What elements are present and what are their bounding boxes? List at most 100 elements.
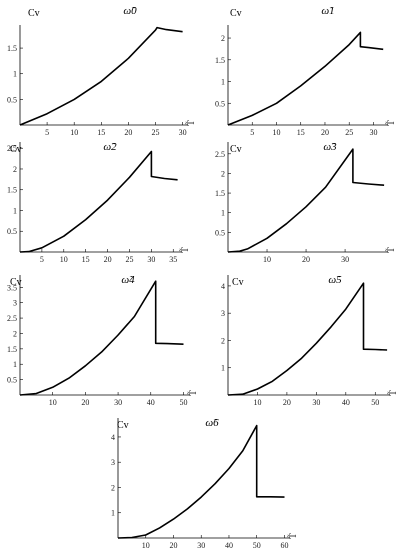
x-tick-label: 15 [297, 128, 305, 137]
x-tick-label: 25 [151, 128, 159, 137]
series-line-0 [227, 148, 385, 253]
y-tick-label: 2 [221, 169, 225, 178]
y-tick-label: 1.5 [215, 56, 225, 65]
y-axis-label: Cv [28, 8, 40, 19]
chart-panel-6: 10 20 30 40 50 60 1 2 3 4 ω̃6 Cv T̃ [111, 417, 298, 550]
panel-title: ω̃4 [121, 274, 135, 286]
y-tick-label: 0.5 [215, 228, 225, 237]
x-tick-label: 20 [283, 398, 291, 407]
x-axis-label: T̃ [188, 390, 198, 396]
x-axis-label: T̃ [386, 120, 396, 126]
y-tick-label: 2.5 [7, 144, 17, 153]
x-axis-label: T̃ [288, 533, 298, 539]
y-axis-label: Cv [10, 277, 22, 288]
y-tick-label: 0.5 [215, 99, 225, 108]
x-tick-label: 50 [179, 398, 187, 407]
y-tick-label: 2 [221, 336, 225, 345]
y-axis-label: Cv [232, 277, 244, 288]
panel-title: ω̃5 [328, 274, 342, 286]
x-tick-label: 10 [253, 398, 261, 407]
x-tick-label: 20 [169, 541, 177, 550]
y-tick-label: 1.5 [215, 189, 225, 198]
x-tick-label: 30 [147, 255, 155, 264]
y-tick-label: 3.5 [7, 283, 17, 292]
x-tick-label: 10 [142, 541, 150, 550]
y-tick-label: 1 [221, 209, 225, 218]
y-tick-label: 2 [221, 34, 225, 43]
series-line-0 [19, 280, 184, 396]
series-line-0 [19, 26, 183, 126]
x-tick-label: 40 [342, 398, 350, 407]
x-axis-label: T̃ [386, 247, 396, 253]
x-tick-label: 35 [169, 255, 177, 264]
x-tick-label: 30 [312, 398, 320, 407]
y-tick-label: 0.5 [7, 227, 17, 236]
panel-title: ω̃3 [323, 141, 337, 153]
y-tick-label: 0.5 [7, 95, 17, 104]
chart-panel-5: 10 20 30 40 50 1 2 3 4 ω̃5 Cv T̃ [221, 274, 398, 407]
x-tick-label: 50 [253, 541, 261, 550]
x-tick-label: 10 [263, 255, 271, 264]
x-tick-label: 10 [272, 128, 280, 137]
x-tick-label: 5 [250, 128, 254, 137]
y-tick-label: 1.5 [7, 186, 17, 195]
x-tick-label: 10 [70, 128, 78, 137]
y-tick-label: 4 [111, 433, 115, 442]
y-tick-label: 2 [111, 483, 115, 492]
series-line-0 [117, 424, 285, 539]
chart-panel-2: 5 10 15 20 25 30 35 0.5 1 1.5 2 2.5 ω̃2 Cv T̃ [7, 141, 190, 264]
x-axis-label: T̃ [180, 247, 190, 253]
y-tick-label: 1 [221, 78, 225, 87]
x-tick-label: 20 [104, 255, 112, 264]
y-tick-label: 1.5 [7, 345, 17, 354]
y-axis-label: Cv [117, 420, 129, 431]
panel-title: ω̃6 [205, 417, 219, 429]
series-line-0 [19, 150, 178, 253]
x-tick-label: 60 [280, 541, 288, 550]
y-tick-label: 0.5 [7, 376, 17, 385]
chart-panel-1: 5 10 15 20 25 30 0.5 1 1.5 2 ω̃1 Cv T̃ [215, 5, 396, 137]
x-tick-label: 25 [125, 255, 133, 264]
x-tick-label: 5 [45, 128, 49, 137]
chart-panel-4: 10 20 30 40 50 0.5 1 1.5 2 2.5 3 3.5 ω̃4 Cv T̃ [7, 274, 198, 407]
x-tick-label: 15 [82, 255, 90, 264]
x-tick-label: 30 [369, 128, 377, 137]
y-tick-label: 3 [13, 299, 17, 308]
x-tick-label: 10 [49, 398, 57, 407]
y-tick-label: 4 [221, 282, 225, 291]
x-tick-label: 20 [302, 255, 310, 264]
y-tick-label: 1 [111, 509, 115, 518]
x-axis-label: T̃ [388, 390, 398, 396]
y-axis-label: Cv [230, 144, 242, 155]
x-tick-label: 40 [147, 398, 155, 407]
series-line-0 [227, 31, 384, 126]
y-axis-label: Cv [230, 8, 242, 19]
x-tick-label: 50 [371, 398, 379, 407]
chart-panel-0: 5 10 15 20 25 30 0.5 1 1.5 ω̃0 Cv T̃ [7, 5, 196, 137]
x-tick-label: 25 [345, 128, 353, 137]
panel-title: ω̃0 [123, 5, 137, 17]
x-tick-label: 30 [179, 128, 187, 137]
x-tick-label: 30 [341, 255, 349, 264]
series-line-0 [227, 282, 388, 396]
y-tick-label: 1 [13, 206, 17, 215]
x-tick-label: 15 [97, 128, 105, 137]
x-tick-label: 5 [40, 255, 44, 264]
x-tick-label: 10 [60, 255, 68, 264]
y-tick-label: 1 [13, 360, 17, 369]
x-tick-label: 30 [197, 541, 205, 550]
y-axis-label: Cv [10, 144, 22, 155]
panel-title: ω̃1 [321, 5, 334, 17]
y-tick-label: 2.5 [7, 314, 17, 323]
y-tick-label: 1 [13, 70, 17, 79]
chart-panel-3: 10 20 30 0.5 1 1.5 2 2.5 ω̃3 Cv T̃ [215, 141, 396, 264]
x-tick-label: 20 [321, 128, 329, 137]
panel-title: ω̃2 [103, 141, 117, 153]
y-tick-label: 3 [221, 309, 225, 318]
x-tick-label: 20 [81, 398, 89, 407]
y-tick-label: 2 [13, 165, 17, 174]
x-axis-label: T̃ [186, 120, 196, 126]
y-tick-label: 1.5 [7, 44, 17, 53]
y-tick-label: 2.5 [215, 150, 225, 159]
